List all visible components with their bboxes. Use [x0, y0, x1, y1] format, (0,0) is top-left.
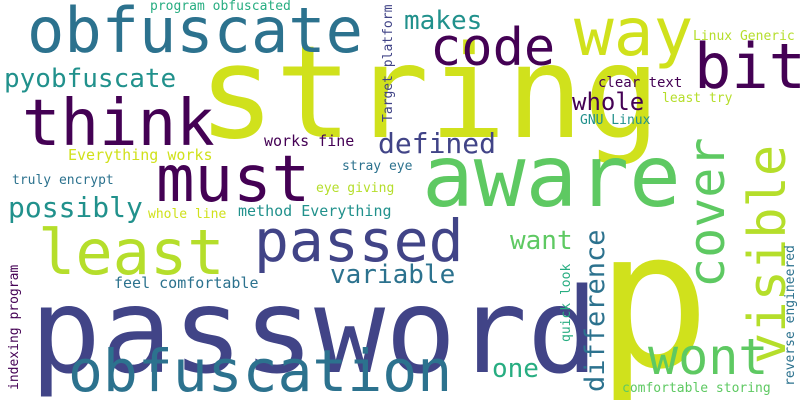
word-obfuscation: obfuscation — [68, 337, 453, 400]
word-pyobfuscate: pyobfuscate — [4, 64, 177, 94]
phrase-indexing-program: indexing program — [7, 264, 22, 390]
word-password: password — [30, 262, 599, 400]
phrase-method-everything: method Everything — [238, 202, 392, 220]
word-think: think — [22, 87, 215, 161]
word-obfuscate: obfuscate — [27, 0, 363, 67]
phrase-linux-generic: Linux Generic — [693, 29, 795, 44]
word-aware: aware — [422, 127, 681, 227]
phrase-truly-encrypt: truly encrypt — [12, 173, 114, 188]
phrase-whole-line: whole line — [148, 207, 227, 222]
word-whole: whole — [572, 88, 645, 116]
word-bit: bit — [694, 30, 800, 103]
word-wont: wont — [648, 328, 769, 386]
phrase-stray-eye: stray eye — [342, 159, 413, 174]
phrase-clear-text: clear text — [598, 75, 683, 91]
word-defined: defined — [378, 127, 497, 160]
word-way: way — [574, 0, 694, 71]
word-difference: difference — [580, 229, 611, 392]
word-string: string — [198, 19, 661, 168]
word-passed: passed — [254, 207, 464, 275]
word-one: one — [492, 354, 539, 384]
phrase-target-platform: Target platform — [381, 4, 396, 122]
phrase-program-obfuscated: program obfuscated — [150, 0, 291, 14]
word-code: code — [430, 18, 556, 78]
word-must: must — [156, 143, 311, 217]
word-least: least — [38, 216, 225, 289]
phrase-quick-look: quick look — [559, 263, 574, 342]
word-want: want — [510, 226, 573, 256]
word-cover: cover — [678, 137, 736, 288]
phrase-eye-giving: eye giving — [316, 181, 395, 196]
word-makes: makes — [404, 6, 483, 36]
phrase-feel-comfortable: feel comfortable — [114, 274, 259, 292]
word-p: p — [596, 190, 711, 400]
phrase-works-fine: works fine — [264, 132, 355, 150]
phrase-reverse-engineered: reverse engineered — [783, 245, 798, 386]
phrase-gnu-linux: GNU Linux — [580, 113, 651, 128]
phrase-everything-works: Everything works — [68, 146, 213, 164]
word-possibly: possibly — [8, 191, 143, 224]
phrase-comfortable-storing: comfortable storing — [622, 381, 771, 396]
word-variable: variable — [330, 260, 456, 290]
phrase-least-try: least try — [662, 91, 733, 106]
